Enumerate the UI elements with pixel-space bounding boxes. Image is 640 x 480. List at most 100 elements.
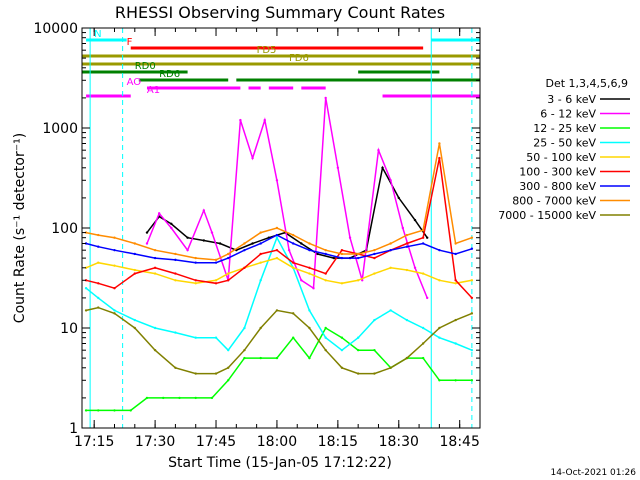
- series-point-3: [470, 348, 474, 352]
- x-tick-label: 18:45: [440, 434, 480, 450]
- series-point-3: [174, 331, 177, 334]
- legend-entry-1: 6 - 12 keV: [540, 108, 596, 121]
- legend-title: Det 1,3,4,5,6,9: [545, 77, 628, 90]
- series-point-1: [324, 96, 327, 100]
- series-point-2: [356, 348, 360, 352]
- series-point-7: [438, 142, 441, 145]
- series-point-5: [243, 266, 246, 269]
- series-point-2: [227, 379, 230, 382]
- series-point-4: [227, 272, 230, 275]
- series-point-2: [194, 396, 197, 400]
- series-point-8: [153, 348, 157, 352]
- series-point-8: [214, 372, 218, 375]
- series-point-5: [324, 272, 327, 275]
- series-point-6: [470, 247, 474, 250]
- series-point-6: [340, 256, 344, 260]
- series-point-3: [194, 336, 197, 339]
- series-point-4: [324, 279, 327, 282]
- series-point-1: [239, 118, 242, 122]
- series-point-4: [97, 261, 100, 264]
- series-point-6: [405, 245, 409, 248]
- series-point-2: [113, 409, 116, 412]
- series-point-1: [145, 242, 149, 245]
- series-point-5: [373, 256, 376, 260]
- y-tick-label: 10000: [33, 21, 78, 37]
- series-point-8: [133, 326, 136, 330]
- series-point-8: [405, 356, 409, 360]
- series-point-7: [84, 231, 88, 234]
- series-line-1: [146, 97, 428, 299]
- y-axis-label: Count Rate (s⁻¹ detector⁻¹): [12, 133, 28, 323]
- series-point-4: [373, 272, 376, 275]
- series-point-4: [356, 279, 360, 282]
- flag-label-n: N: [94, 29, 101, 40]
- series-point-8: [174, 366, 177, 369]
- series-point-2: [259, 356, 262, 360]
- flag-label-f: F: [127, 37, 133, 48]
- series-point-5: [438, 156, 441, 160]
- series-point-5: [174, 272, 177, 275]
- series-point-4: [275, 256, 279, 260]
- series-point-3: [421, 326, 425, 330]
- series-point-3: [324, 336, 327, 339]
- series-point-2: [275, 356, 279, 360]
- series-point-3: [259, 279, 262, 282]
- series-line-5: [85, 157, 473, 299]
- series-point-3: [389, 309, 392, 312]
- series-point-8: [356, 372, 360, 375]
- y-tick-label: 1: [69, 421, 78, 437]
- legend-entry-7: 800 - 7000 keV: [512, 195, 596, 208]
- series-point-0: [316, 252, 319, 256]
- series-point-8: [438, 326, 441, 330]
- series-point-5: [259, 252, 262, 256]
- legend-entry-0: 3 - 6 keV: [547, 93, 596, 106]
- series-point-3: [243, 326, 246, 330]
- series-point-7: [405, 233, 409, 237]
- series-point-3: [113, 309, 116, 312]
- series-point-3: [454, 342, 457, 345]
- series-point-7: [97, 233, 100, 237]
- series-point-6: [259, 242, 262, 245]
- series-point-5: [113, 287, 116, 290]
- series-point-3: [84, 287, 88, 290]
- series-point-8: [340, 366, 344, 369]
- series-point-7: [153, 248, 157, 252]
- series-point-6: [438, 248, 441, 252]
- footer-timestamp: 14-Oct-2021 01:26: [551, 468, 637, 478]
- series-point-6: [214, 261, 218, 264]
- series-point-7: [275, 226, 279, 230]
- series-point-4: [470, 279, 474, 282]
- series-point-7: [324, 248, 327, 252]
- legend-entry-3: 25 - 50 keV: [533, 137, 596, 150]
- series-point-2: [340, 336, 344, 339]
- series-point-4: [194, 282, 197, 285]
- series-point-1: [336, 166, 340, 169]
- series-point-3: [275, 236, 279, 239]
- series-point-1: [157, 212, 161, 215]
- series-point-6: [356, 256, 360, 260]
- series-point-4: [133, 268, 136, 272]
- series-point-5: [153, 266, 157, 269]
- series-line-2: [86, 326, 472, 412]
- series-point-8: [470, 312, 474, 315]
- series-point-5: [133, 272, 136, 275]
- x-tick-label: 18:30: [379, 434, 419, 450]
- series-point-2: [129, 409, 132, 412]
- series-point-1: [251, 156, 254, 160]
- legend-entry-5: 100 - 300 keV: [519, 166, 596, 179]
- series-point-7: [308, 242, 311, 245]
- series-point-8: [308, 326, 311, 330]
- series-point-6: [174, 258, 177, 262]
- series-point-1: [210, 231, 214, 234]
- series-point-2: [97, 409, 100, 412]
- series-point-4: [291, 266, 295, 269]
- series-point-5: [84, 279, 88, 282]
- series-point-8: [421, 342, 425, 345]
- series-point-1: [287, 248, 291, 252]
- series-point-6: [275, 233, 279, 237]
- series-point-7: [373, 248, 376, 252]
- series-point-3: [340, 348, 344, 352]
